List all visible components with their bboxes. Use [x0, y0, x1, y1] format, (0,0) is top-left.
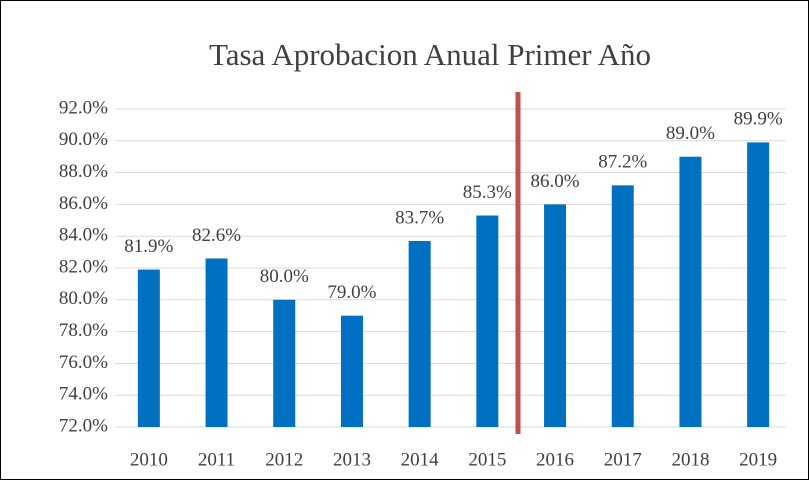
value-label: 85.3% — [463, 182, 512, 203]
x-tick-label: 2019 — [739, 449, 777, 470]
bar — [408, 240, 431, 427]
x-tick-label: 2010 — [130, 449, 168, 470]
x-tick-label: 2016 — [536, 449, 574, 470]
y-tick-label: 74.0% — [59, 384, 108, 405]
bar — [747, 142, 770, 427]
y-tick-label: 72.0% — [59, 415, 108, 436]
value-label: 89.0% — [666, 123, 715, 144]
y-tick-label: 92.0% — [59, 97, 108, 118]
bar — [273, 299, 296, 427]
value-label: 80.0% — [260, 266, 309, 287]
bar — [476, 215, 499, 427]
chart-title: Tasa Aprobacion Anual Primer Año — [209, 37, 651, 72]
y-tick-label: 82.0% — [59, 256, 108, 277]
bar — [205, 258, 228, 427]
value-label: 83.7% — [395, 207, 444, 228]
value-label: 86.0% — [531, 171, 580, 192]
value-label: 82.6% — [192, 225, 241, 246]
y-tick-label: 90.0% — [59, 129, 108, 150]
x-tick-label: 2015 — [468, 449, 506, 470]
x-tick-label: 2012 — [265, 449, 303, 470]
value-label: 87.2% — [598, 152, 647, 173]
y-tick-label: 80.0% — [59, 288, 108, 309]
bar — [340, 315, 363, 427]
value-label: 79.0% — [327, 282, 376, 303]
bar — [679, 156, 702, 427]
x-tick-label: 2013 — [333, 449, 371, 470]
x-tick-label: 2011 — [198, 449, 235, 470]
bar — [137, 269, 160, 427]
x-tick-label: 2014 — [401, 449, 440, 470]
value-label: 89.9% — [734, 109, 783, 130]
x-tick-label: 2017 — [604, 449, 642, 470]
bar — [544, 204, 567, 427]
y-tick-label: 78.0% — [59, 320, 108, 341]
y-tick-label: 86.0% — [59, 193, 108, 214]
value-label: 81.9% — [124, 236, 173, 257]
bar — [611, 185, 634, 427]
x-tick-label: 2018 — [671, 449, 709, 470]
y-tick-label: 76.0% — [59, 352, 108, 373]
y-tick-label: 84.0% — [59, 225, 108, 246]
y-tick-label: 88.0% — [59, 161, 108, 182]
